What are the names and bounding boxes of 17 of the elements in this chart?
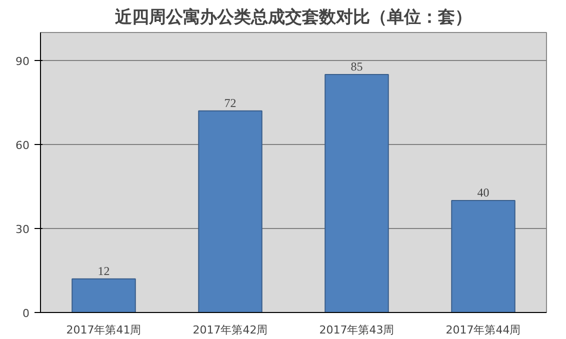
data-label: 85 (350, 60, 363, 74)
y-tick-label: 30 (16, 223, 30, 236)
bar (72, 278, 136, 312)
bar (198, 110, 262, 312)
data-label: 12 (98, 264, 110, 278)
x-tick-label: 2017年第43周 (319, 324, 394, 336)
chart-title: 近四周公寓办公类总成交套数对比（单位：套） (114, 8, 472, 28)
data-label: 40 (477, 186, 490, 200)
bar (324, 74, 389, 312)
y-tick-label: 90 (16, 55, 30, 68)
bar (451, 200, 516, 312)
x-tick-label: 2017年第42周 (192, 324, 268, 336)
data-label: 72 (224, 96, 236, 110)
x-tick-label: 2017年第41周 (66, 324, 142, 336)
y-tick-label: 60 (16, 139, 30, 152)
x-tick-label: 2017年第44周 (446, 324, 521, 336)
y-tick-label: 0 (22, 307, 30, 320)
